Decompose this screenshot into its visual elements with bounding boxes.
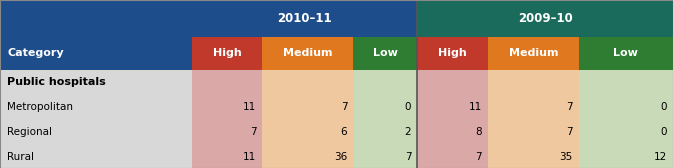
Text: Category: Category <box>7 48 64 58</box>
Text: Low: Low <box>614 48 638 58</box>
Bar <box>488 144 579 168</box>
Text: 11: 11 <box>243 152 256 162</box>
Bar <box>417 144 488 168</box>
Bar <box>417 95 488 119</box>
Bar <box>353 95 417 119</box>
Bar <box>0 95 192 119</box>
Bar <box>262 70 353 95</box>
Text: 35: 35 <box>559 152 573 162</box>
Bar <box>488 37 579 70</box>
Bar <box>579 144 673 168</box>
Text: 2010–11: 2010–11 <box>277 12 332 25</box>
Bar <box>192 119 262 144</box>
Text: 11: 11 <box>243 102 256 112</box>
Text: Low: Low <box>373 48 398 58</box>
Text: 7: 7 <box>566 127 573 137</box>
Bar <box>262 119 353 144</box>
Bar <box>417 70 488 95</box>
Bar <box>0 70 192 95</box>
Bar <box>488 70 579 95</box>
Text: 2009–10: 2009–10 <box>518 12 573 25</box>
Text: 0: 0 <box>660 127 667 137</box>
Text: 7: 7 <box>341 102 347 112</box>
Bar <box>579 119 673 144</box>
Text: Medium: Medium <box>509 48 558 58</box>
Bar <box>192 0 417 37</box>
Text: Metropolitan: Metropolitan <box>7 102 73 112</box>
Bar <box>579 70 673 95</box>
Text: 12: 12 <box>653 152 667 162</box>
Text: 7: 7 <box>404 152 411 162</box>
Text: 0: 0 <box>660 102 667 112</box>
Bar <box>417 37 488 70</box>
Bar <box>0 119 192 144</box>
Text: Medium: Medium <box>283 48 332 58</box>
Text: High: High <box>213 48 242 58</box>
Text: Public hospitals: Public hospitals <box>7 77 106 87</box>
Bar <box>192 95 262 119</box>
Text: 8: 8 <box>475 127 482 137</box>
Bar <box>488 119 579 144</box>
Text: 36: 36 <box>334 152 347 162</box>
Bar <box>579 95 673 119</box>
Bar <box>192 144 262 168</box>
Text: 11: 11 <box>468 102 482 112</box>
Bar <box>488 95 579 119</box>
Bar <box>262 37 353 70</box>
Text: 7: 7 <box>475 152 482 162</box>
Bar <box>353 70 417 95</box>
Bar <box>417 0 673 37</box>
Bar <box>262 144 353 168</box>
Text: 0: 0 <box>404 102 411 112</box>
Text: Regional: Regional <box>7 127 52 137</box>
Bar <box>192 70 262 95</box>
Text: 7: 7 <box>566 102 573 112</box>
Bar <box>417 119 488 144</box>
Bar <box>192 37 262 70</box>
Bar <box>579 37 673 70</box>
Bar <box>353 144 417 168</box>
Bar <box>0 0 192 37</box>
Bar <box>353 37 417 70</box>
Text: 6: 6 <box>341 127 347 137</box>
Bar <box>353 119 417 144</box>
Bar <box>0 144 192 168</box>
Text: 7: 7 <box>250 127 256 137</box>
Text: 2: 2 <box>404 127 411 137</box>
Bar <box>262 95 353 119</box>
Bar <box>0 37 192 70</box>
Text: Rural: Rural <box>7 152 34 162</box>
Text: High: High <box>438 48 467 58</box>
